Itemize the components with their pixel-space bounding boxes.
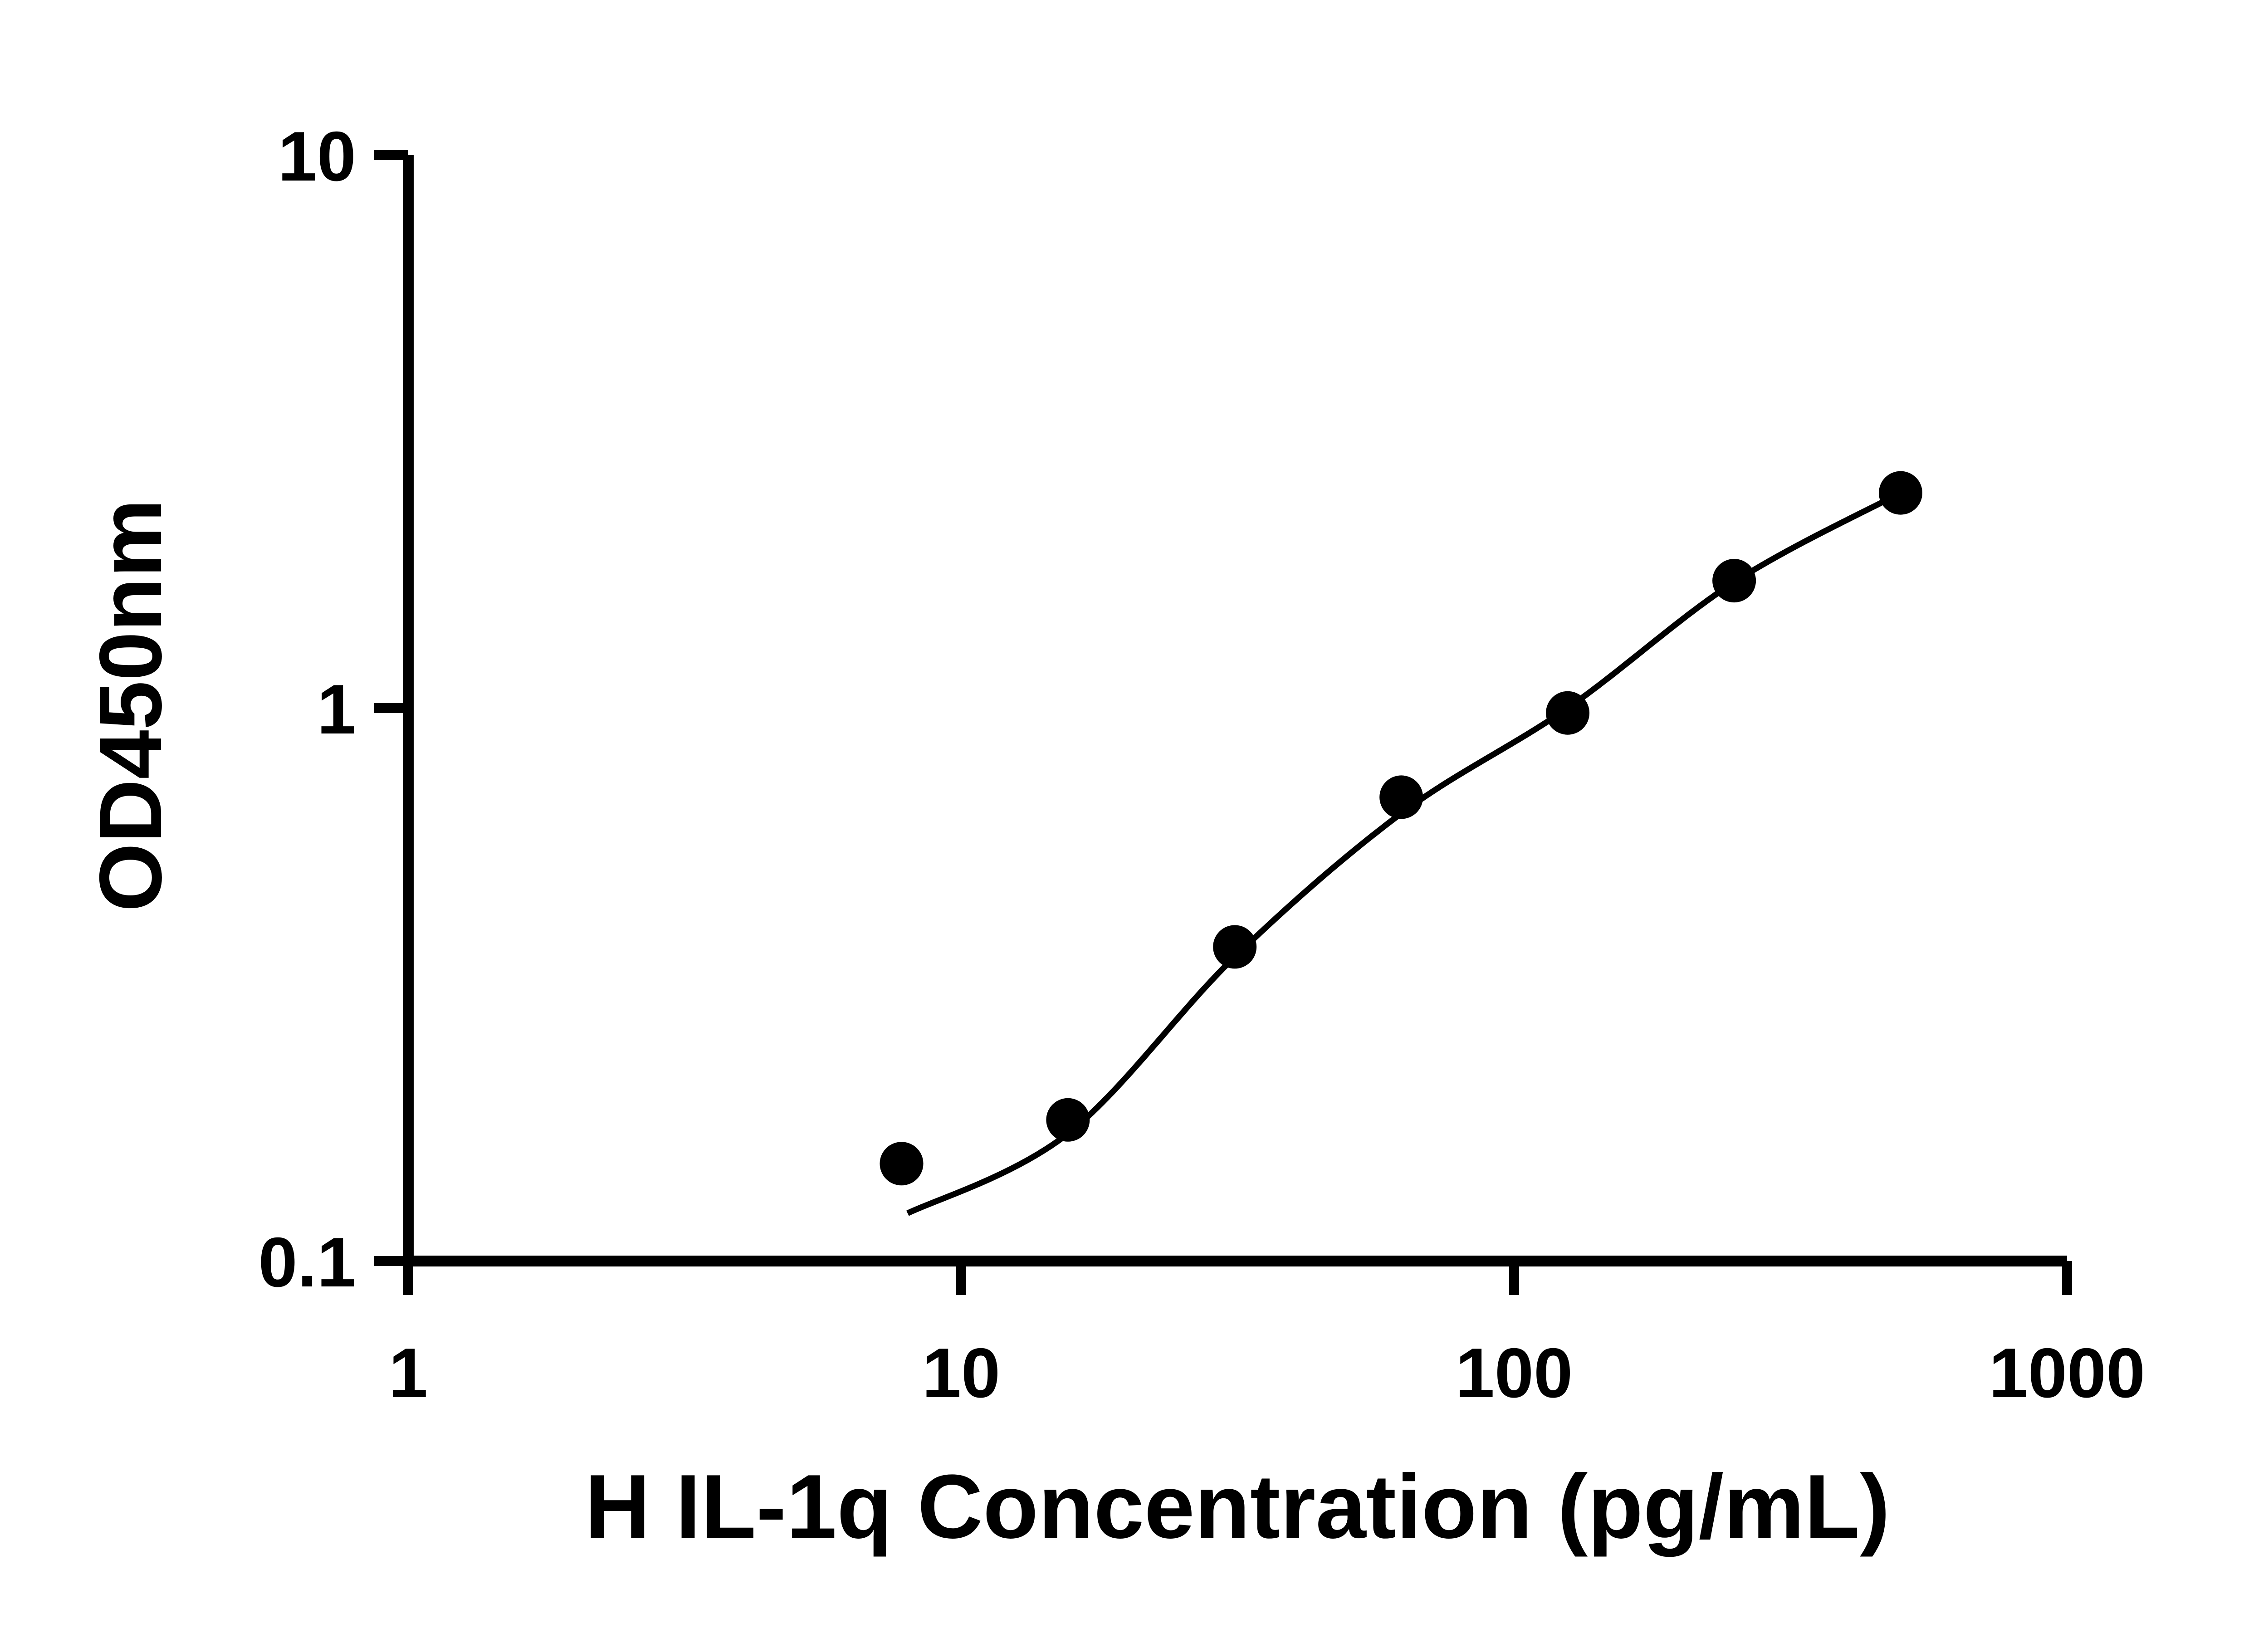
x-tick-label: 1 (389, 1334, 428, 1412)
y-tick-label: 1 (317, 670, 356, 748)
y-tick-label: 0.1 (259, 1223, 356, 1301)
data-points (880, 471, 1922, 1186)
y-axis-ticks (374, 150, 408, 1266)
x-tick-label: 100 (1456, 1334, 1573, 1412)
axis-lines (403, 155, 2067, 1266)
y-tick-label: 10 (278, 117, 356, 196)
data-point (1046, 1098, 1090, 1142)
x-tick-label: 1000 (1989, 1334, 2146, 1412)
x-axis-title: H IL-1q Concentration (pg/mL) (585, 1456, 1890, 1557)
axes (403, 155, 2067, 1266)
y-axis-tick-labels: 0.1 1 10 (259, 117, 356, 1301)
data-point (1213, 925, 1257, 969)
y-axis-title: OD450nm (81, 499, 180, 912)
data-point (880, 1142, 924, 1186)
data-point (1879, 471, 1922, 515)
data-point (1546, 691, 1590, 735)
x-axis-tick-labels: 1 10 100 1000 (389, 1334, 2146, 1412)
data-point (1712, 559, 1756, 603)
x-axis-ticks (403, 1261, 2072, 1295)
data-point (1379, 775, 1423, 819)
x-tick-label: 10 (922, 1334, 1000, 1412)
